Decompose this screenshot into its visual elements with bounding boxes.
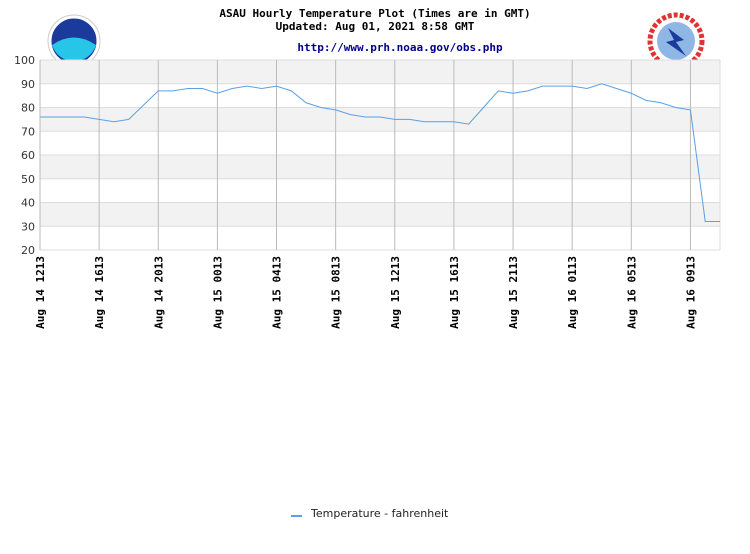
x-tick-label: Aug 16 0513 [625, 256, 638, 329]
legend-label: Temperature - fahrenheit [310, 507, 449, 520]
grid-band [40, 226, 720, 250]
x-tick-label: Aug 15 2113 [507, 256, 520, 329]
x-tick-label: Aug 16 0913 [684, 256, 697, 329]
x-tick-label: Aug 16 0113 [566, 256, 579, 329]
data-line [40, 83, 720, 222]
x-tick-label: Aug 14 1613 [93, 256, 106, 329]
x-tick-label: Aug 15 0013 [211, 256, 224, 329]
y-tick-label: 90 [21, 78, 35, 91]
x-tick-label: Aug 14 1213 [34, 256, 47, 329]
grid-band [40, 131, 720, 155]
y-tick-label: 30 [21, 220, 35, 233]
y-tick-label: 100 [14, 54, 35, 67]
grid-band [40, 83, 720, 108]
chart-title: ASAU Hourly Temperature Plot (Times are … [219, 7, 530, 20]
source-link[interactable]: http://www.prh.noaa.gov/obs.php [297, 41, 503, 54]
x-tick-label: Aug 15 0413 [271, 256, 284, 329]
y-tick-label: 20 [21, 244, 35, 257]
grid-band [40, 202, 720, 227]
y-tick-label: 40 [21, 197, 35, 210]
x-tick-label: Aug 15 1213 [389, 256, 402, 329]
x-tick-label: Aug 14 2013 [152, 256, 165, 329]
y-tick-label: 50 [21, 173, 35, 186]
grid-band [40, 178, 720, 203]
x-tick-label: Aug 15 1613 [448, 256, 461, 329]
x-tick-label: Aug 15 0813 [330, 256, 343, 329]
nws-logo [647, 12, 705, 70]
grid-band [40, 155, 720, 179]
y-tick-label: 80 [21, 102, 35, 115]
y-tick-label: 60 [21, 149, 35, 162]
y-tick-label: 70 [21, 125, 35, 138]
grid-band [40, 107, 720, 132]
grid-band [40, 60, 720, 84]
noaa-logo [47, 14, 101, 68]
chart-subtitle: Updated: Aug 01, 2021 8:58 GMT [276, 20, 475, 33]
